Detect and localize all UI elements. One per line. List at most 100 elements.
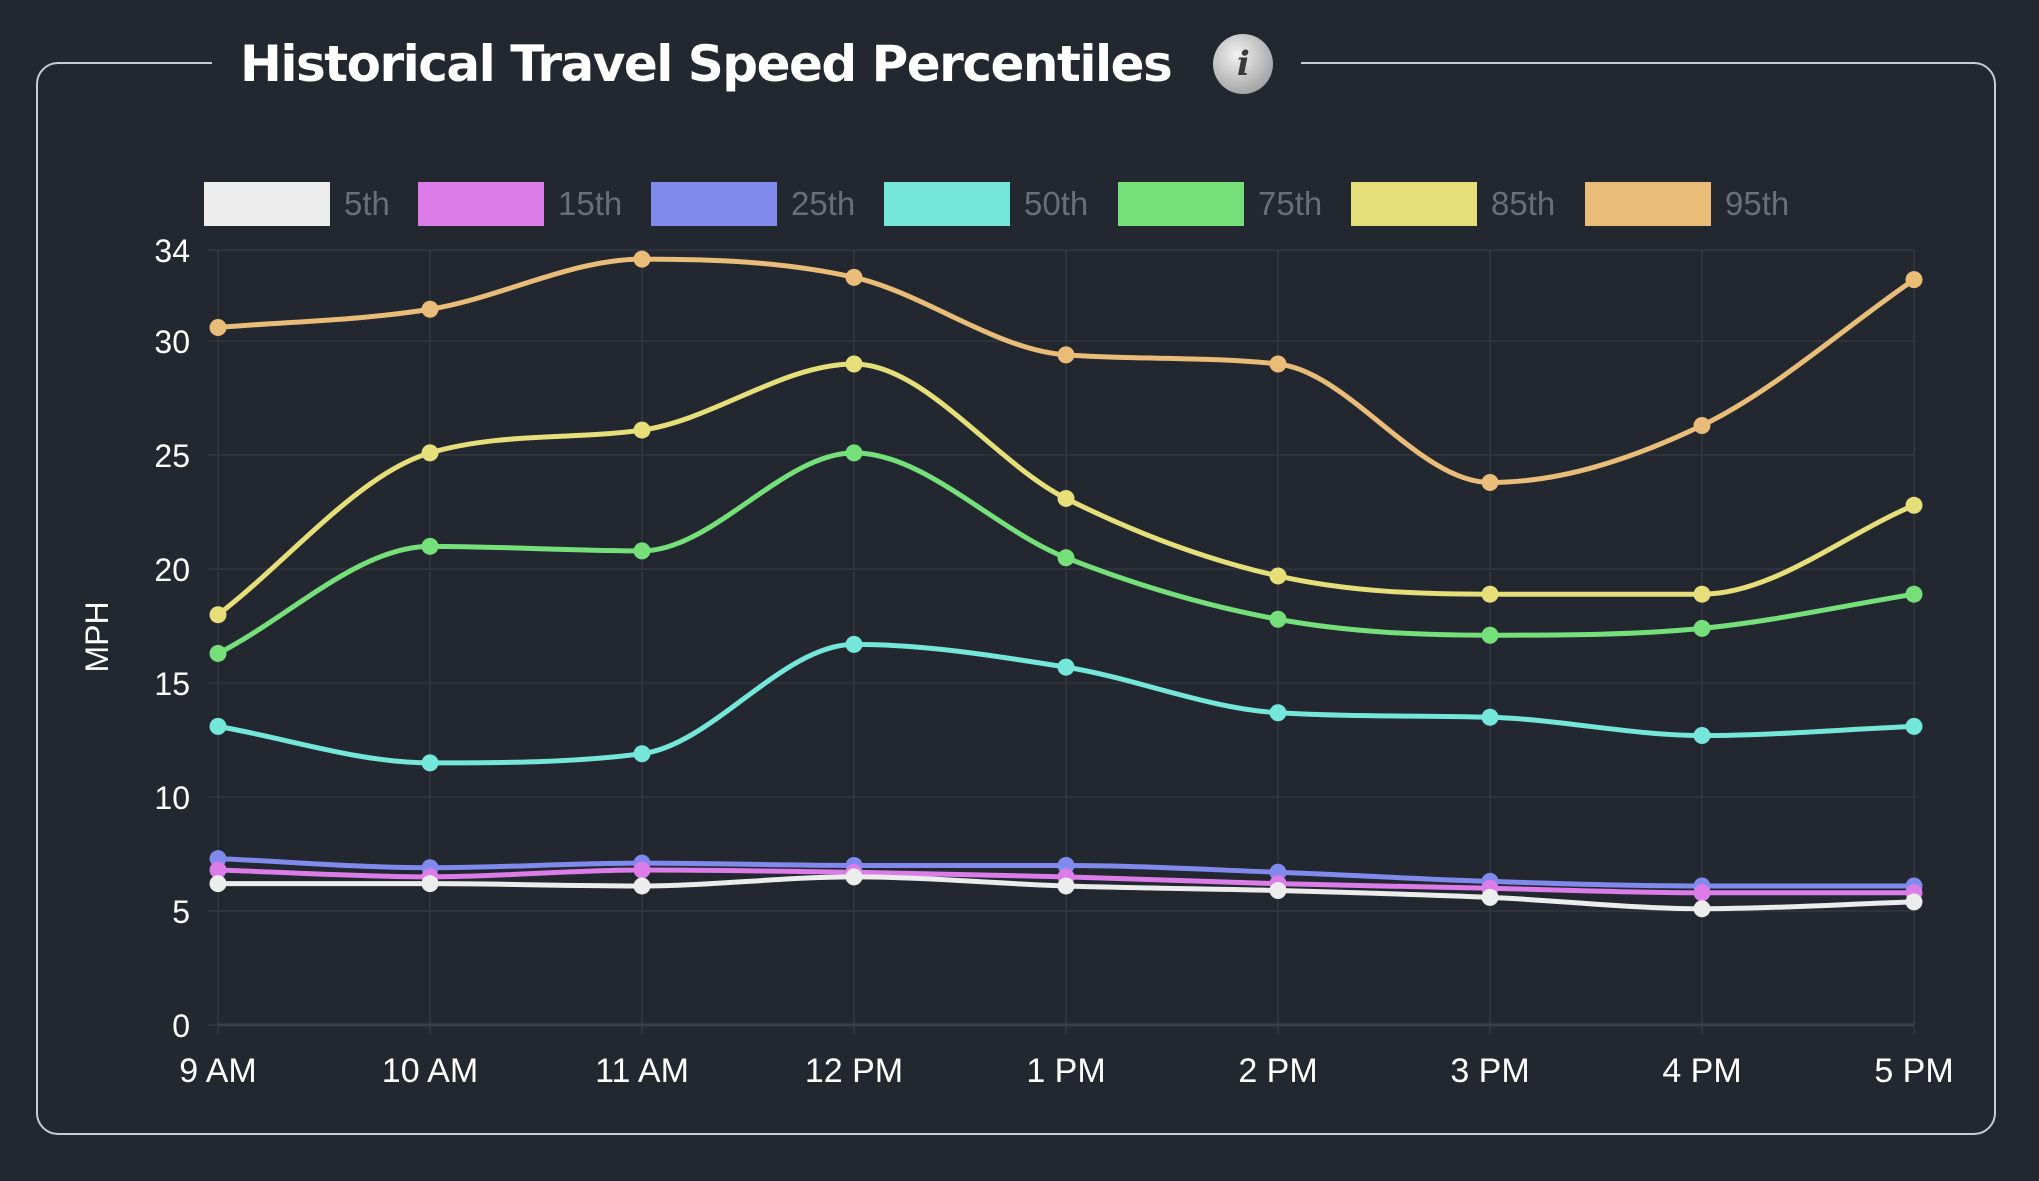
data-point[interactable] (1057, 549, 1075, 567)
y-tick-label: 30 (154, 324, 190, 360)
data-point[interactable] (633, 421, 651, 439)
data-point[interactable] (1481, 585, 1499, 603)
legend-item-5th[interactable]: 5th (204, 182, 390, 226)
chart-title: Historical Travel Speed Percentiles (240, 35, 1173, 93)
data-point[interactable] (633, 745, 651, 763)
legend-label: 50th (1024, 185, 1088, 222)
legend-item-50th[interactable]: 50th (884, 182, 1088, 226)
data-point[interactable] (845, 355, 863, 373)
x-tick-label: 12 PM (805, 1052, 903, 1090)
data-point[interactable] (1481, 708, 1499, 726)
x-tick-label: 11 AM (595, 1052, 689, 1090)
data-point[interactable] (1693, 900, 1711, 918)
data-point[interactable] (1057, 489, 1075, 507)
data-point[interactable] (209, 875, 227, 893)
series-75th[interactable] (209, 444, 1923, 662)
legend-item-95th[interactable]: 95th (1585, 182, 1789, 226)
data-point[interactable] (633, 542, 651, 560)
x-tick-label: 5 PM (1874, 1052, 1953, 1090)
info-icon[interactable]: i (1213, 34, 1274, 94)
y-tick-label: 5 (172, 894, 190, 930)
legend-label: 95th (1725, 185, 1789, 222)
data-point[interactable] (1905, 893, 1923, 911)
data-point[interactable] (1905, 271, 1923, 289)
series-line (215, 450, 1917, 656)
data-point[interactable] (421, 537, 439, 555)
data-point[interactable] (1693, 417, 1711, 435)
legend-label: 25th (791, 185, 855, 222)
data-point[interactable] (845, 444, 863, 462)
data-point[interactable] (633, 250, 651, 268)
x-tick-label: 4 PM (1662, 1052, 1741, 1090)
y-axis-label: MPH (79, 601, 115, 672)
legend-swatch (1351, 182, 1477, 226)
y-tick-label: 20 (154, 552, 190, 588)
data-point[interactable] (1693, 585, 1711, 603)
y-tick-label: 25 (154, 438, 190, 474)
data-point[interactable] (1905, 585, 1923, 603)
data-point[interactable] (1481, 474, 1499, 491)
legend-item-75th[interactable]: 75th (1118, 182, 1322, 226)
data-point[interactable] (845, 868, 863, 886)
data-point[interactable] (209, 717, 227, 735)
legend-label: 15th (558, 185, 622, 222)
legend-label: 85th (1491, 185, 1555, 222)
x-tick-label: 10 AM (382, 1052, 478, 1090)
y-tick-label: 34 (154, 233, 190, 269)
legend-swatch (204, 182, 330, 226)
grid (208, 249, 1915, 1035)
data-point[interactable] (1269, 610, 1287, 628)
data-point[interactable] (845, 268, 863, 286)
data-point[interactable] (1269, 704, 1287, 722)
x-tick-label: 3 PM (1450, 1052, 1529, 1090)
data-point[interactable] (1269, 882, 1287, 900)
data-point[interactable] (1905, 496, 1923, 514)
data-point[interactable] (1693, 727, 1711, 745)
data-point[interactable] (845, 635, 863, 653)
data-point[interactable] (1693, 619, 1711, 637)
x-tick-label: 9 AM (179, 1052, 256, 1090)
x-tick-label: 1 PM (1026, 1052, 1105, 1090)
y-tick-label: 10 (154, 780, 190, 816)
data-point[interactable] (1693, 884, 1711, 902)
y-tick-label: 15 (154, 666, 190, 702)
data-point[interactable] (421, 300, 439, 318)
data-point[interactable] (633, 861, 651, 879)
legend-swatch (884, 182, 1010, 226)
legend-label: 75th (1258, 185, 1322, 222)
data-point[interactable] (209, 861, 227, 879)
legend-item-25th[interactable]: 25th (651, 182, 855, 226)
data-point[interactable] (421, 444, 439, 462)
series-95th[interactable] (209, 250, 1923, 491)
data-point[interactable] (1481, 626, 1499, 644)
data-point[interactable] (1481, 888, 1499, 906)
data-point[interactable] (1057, 658, 1075, 676)
title-bar: Historical Travel Speed Percentiles i (212, 24, 1302, 104)
data-point[interactable] (209, 319, 227, 336)
legend: 5th 15th 25th 50th 75th 85th 95th (204, 182, 1789, 226)
legend-swatch (418, 182, 544, 226)
data-point[interactable] (421, 875, 439, 893)
legend-label: 5th (344, 185, 390, 222)
data-point[interactable] (1057, 346, 1075, 364)
legend-item-15th[interactable]: 15th (418, 182, 622, 226)
data-point[interactable] (209, 606, 227, 624)
data-point[interactable] (1269, 567, 1287, 585)
data-point[interactable] (633, 877, 651, 895)
series-5th[interactable] (209, 868, 1923, 918)
legend-swatch (651, 182, 777, 226)
series-50th[interactable] (209, 635, 1923, 772)
legend-item-85th[interactable]: 85th (1351, 182, 1555, 226)
y-tick-label: 0 (172, 1008, 190, 1044)
data-point[interactable] (1057, 877, 1075, 895)
x-tick-label: 2 PM (1238, 1052, 1317, 1090)
legend-swatch (1118, 182, 1244, 226)
data-point[interactable] (209, 644, 227, 662)
data-point[interactable] (1905, 717, 1923, 735)
legend-swatch (1585, 182, 1711, 226)
data-point[interactable] (421, 754, 439, 772)
data-point[interactable] (1269, 355, 1287, 373)
series-85th[interactable] (209, 355, 1923, 624)
